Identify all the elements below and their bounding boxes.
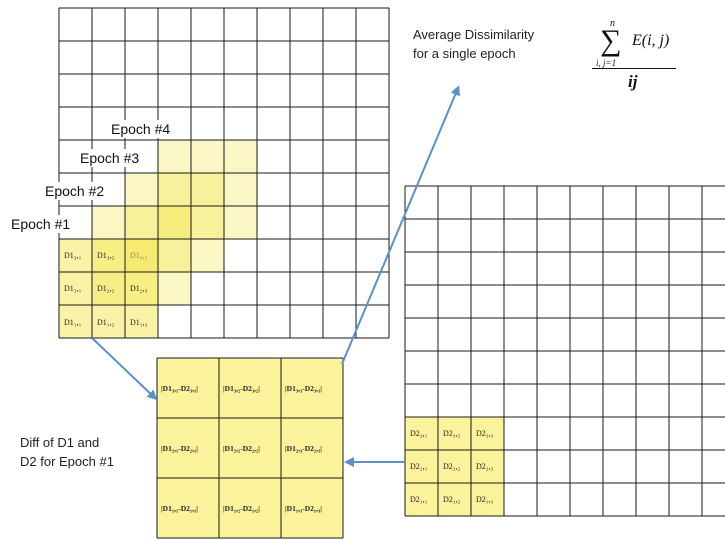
- diff-cell-3-2: |D1₃,₂-D2₃,₂|: [223, 384, 260, 393]
- formula-lower-limit: i, j=1: [596, 58, 617, 68]
- diff-grid: [156, 357, 344, 539]
- epoch-1-area: [59, 239, 158, 338]
- epoch-label-4: Epoch #4: [108, 120, 174, 138]
- d2-cell-2-2: D2₂,₂: [443, 462, 461, 471]
- average-dissimilarity-caption: Average Dissimilarity for a single epoch: [413, 25, 534, 63]
- diff-cell-1-3: |D1₁,₃-D2₁,₃|: [285, 504, 322, 513]
- diff-cell-2-3: |D1₂,₃-D2₂,₃|: [285, 444, 322, 453]
- diff-cell-1-2: |D1₁,₂-D2₁,₂|: [223, 504, 260, 513]
- diff-cell-2-1: |D1₂,₁-D2₂,₁|: [161, 444, 198, 453]
- d1-cell-2-1: D1₂,₁: [64, 284, 82, 293]
- diff-caption: Diff of D1 and D2 for Epoch #1: [20, 433, 114, 471]
- formula-fraction-bar: [592, 68, 676, 69]
- formula-upper-limit: n: [610, 18, 615, 29]
- d2-cell-1-3: D2₁,₃: [476, 495, 494, 504]
- diff-cell-2-2: |D1₂,₂-D2₂,₂|: [223, 444, 260, 453]
- d2-grid: [404, 185, 725, 517]
- diff-cell-1-1: |D1₁,₁-D2₁,₁|: [161, 504, 198, 513]
- d1-cell-1-3: D1₁,₃: [130, 318, 148, 327]
- epoch-3-area: [125, 173, 224, 272]
- diff-caption-line2: D2 for Epoch #1: [20, 454, 114, 469]
- d2-shaded-area: [405, 417, 504, 516]
- d1-cell-2-2: D1₂,₂: [97, 284, 115, 293]
- diff-caption-line1: Diff of D1 and: [20, 435, 100, 450]
- formula-numerator: E(i, j): [632, 32, 670, 49]
- d1-grid: [58, 7, 390, 339]
- epoch-label-2: Epoch #2: [42, 182, 108, 200]
- epoch-label-3: Epoch #3: [77, 149, 143, 167]
- epoch-shading: [59, 140, 257, 338]
- epoch-2-area: [92, 206, 191, 305]
- average-caption-line1: Average Dissimilarity: [413, 27, 535, 42]
- d2-cell-1-2: D2₁,₂: [443, 495, 461, 504]
- d1-cell-1-1: D1₁,₁: [64, 318, 82, 327]
- d1-cell-3-1: D1₃,₁: [64, 251, 82, 260]
- d1-cell-3-2: D1₃,₂: [97, 251, 115, 260]
- d2-cell-2-1: D2₂,₁: [410, 462, 428, 471]
- average-caption-line2: for a single epoch: [413, 46, 516, 61]
- diff-shaded-area: [157, 358, 343, 538]
- d2-cell-2-3: D2₂,₃: [476, 462, 494, 471]
- diff-cell-3-1: |D1₃,₁-D2₃,₁|: [161, 384, 198, 393]
- arrow-diff-to-average: [341, 85, 460, 365]
- d2-cell-3-2: D2₃,₂: [443, 429, 461, 438]
- d1-cell-1-2: D1₁,₂: [97, 318, 115, 327]
- d1-cell-3-3: D1₃,₃: [130, 251, 148, 260]
- d2-cell-3-3: D2₃,₃: [476, 429, 494, 438]
- average-dissimilarity-formula: n ∑ i, j=1 E(i, j) ij: [590, 18, 690, 94]
- d1-cell-2-3: D1₂,₃: [130, 284, 148, 293]
- diff-cell-3-3: |D1₃,₃-D2₃,₃|: [285, 384, 322, 393]
- d2-cell-3-1: D2₃,₁: [410, 429, 428, 438]
- epoch-4-area: [158, 140, 257, 239]
- d2-cell-1-1: D2₁,₁: [410, 495, 428, 504]
- formula-sum-symbol: ∑: [600, 24, 622, 57]
- formula-denominator: ij: [628, 72, 638, 91]
- epoch-label-1: Epoch #1: [8, 215, 74, 233]
- arrow-d1-to-diff: [91, 337, 158, 401]
